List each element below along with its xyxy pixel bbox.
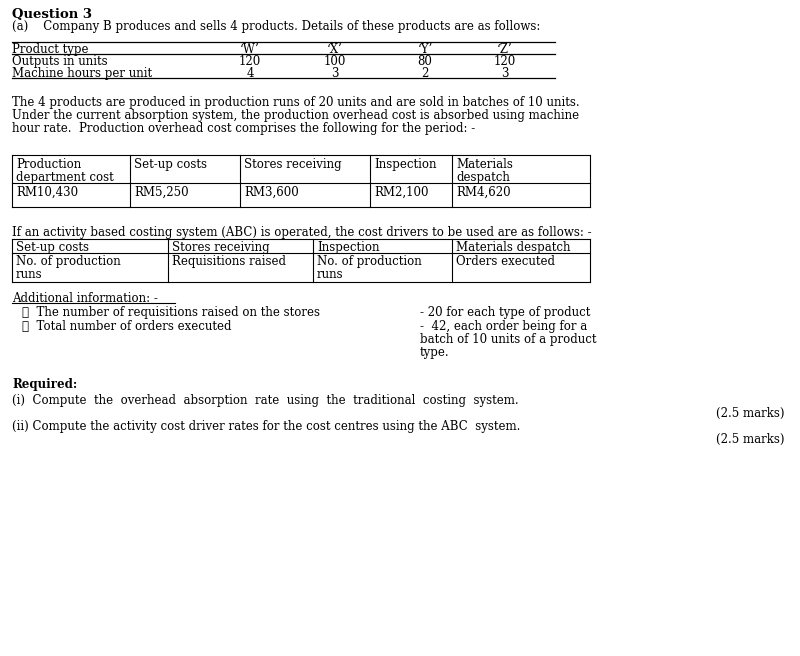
- Text: 3: 3: [502, 67, 509, 80]
- Text: Materials despatch: Materials despatch: [456, 241, 570, 254]
- Text: 4: 4: [246, 67, 254, 80]
- Text: Under the current absorption system, the production overhead cost is absorbed us: Under the current absorption system, the…: [12, 109, 579, 122]
- Text: (2.5 marks): (2.5 marks): [717, 407, 785, 420]
- Text: 100: 100: [324, 55, 346, 68]
- Text: Product type: Product type: [12, 43, 89, 56]
- Text: 120: 120: [494, 55, 516, 68]
- Text: ‘W’: ‘W’: [240, 43, 260, 56]
- Text: Requisitions raised: Requisitions raised: [172, 255, 286, 268]
- Text: RM10,430: RM10,430: [16, 186, 78, 199]
- Text: RM2,100: RM2,100: [374, 186, 429, 199]
- Text: RM4,620: RM4,620: [456, 186, 510, 199]
- Text: No. of production: No. of production: [16, 255, 121, 268]
- Text: Stores receiving: Stores receiving: [172, 241, 270, 254]
- Text: (i)  Compute  the  overhead  absorption  rate  using  the  traditional  costing : (i) Compute the overhead absorption rate…: [12, 394, 518, 407]
- Text: runs: runs: [317, 268, 344, 281]
- Text: Orders executed: Orders executed: [456, 255, 555, 268]
- Text: ‘Z’: ‘Z’: [497, 43, 513, 56]
- Text: (a)    Company B produces and sells 4 products. Details of these products are as: (a) Company B produces and sells 4 produ…: [12, 20, 540, 33]
- Text: - 20 for each type of product: - 20 for each type of product: [420, 306, 590, 319]
- Text: ‘X’: ‘X’: [327, 43, 343, 56]
- Text: runs: runs: [16, 268, 42, 281]
- Text: Materials: Materials: [456, 158, 513, 171]
- Text: RM3,600: RM3,600: [244, 186, 298, 199]
- Text: No. of production: No. of production: [317, 255, 422, 268]
- Text: Required:: Required:: [12, 378, 78, 391]
- Text: The 4 products are produced in production runs of 20 units and are sold in batch: The 4 products are produced in productio…: [12, 96, 580, 109]
- Text: batch of 10 units of a product: batch of 10 units of a product: [420, 333, 597, 346]
- Text: 120: 120: [239, 55, 261, 68]
- Text: Inspection: Inspection: [317, 241, 379, 254]
- Text: -  42, each order being for a: - 42, each order being for a: [420, 320, 587, 333]
- Text: Set-up costs: Set-up costs: [16, 241, 89, 254]
- Text: department cost: department cost: [16, 171, 114, 184]
- Text: Stores receiving: Stores receiving: [244, 158, 342, 171]
- Text: (ii) Compute the activity cost driver rates for the cost centres using the ABC  : (ii) Compute the activity cost driver ra…: [12, 420, 520, 433]
- Text: hour rate.  Production overhead cost comprises the following for the period: -: hour rate. Production overhead cost comp…: [12, 122, 475, 135]
- Text: Production: Production: [16, 158, 82, 171]
- Text: Question 3: Question 3: [12, 8, 92, 21]
- Text: 2: 2: [422, 67, 429, 80]
- Text: Outputs in units: Outputs in units: [12, 55, 108, 68]
- Text: Inspection: Inspection: [374, 158, 437, 171]
- Text: ❖  Total number of orders executed: ❖ Total number of orders executed: [22, 320, 231, 333]
- Text: (2.5 marks): (2.5 marks): [717, 433, 785, 446]
- Text: type.: type.: [420, 346, 450, 359]
- Text: ‘Y’: ‘Y’: [418, 43, 433, 56]
- Text: RM5,250: RM5,250: [134, 186, 189, 199]
- Text: Additional information: -: Additional information: -: [12, 292, 158, 305]
- Text: 80: 80: [418, 55, 433, 68]
- Text: ❖  The number of requisitions raised on the stores: ❖ The number of requisitions raised on t…: [22, 306, 320, 319]
- Text: If an activity based costing system (ABC) is operated, the cost drivers to be us: If an activity based costing system (ABC…: [12, 226, 592, 239]
- Text: 3: 3: [331, 67, 338, 80]
- Text: Set-up costs: Set-up costs: [134, 158, 207, 171]
- Text: Machine hours per unit: Machine hours per unit: [12, 67, 152, 80]
- Text: despatch: despatch: [456, 171, 510, 184]
